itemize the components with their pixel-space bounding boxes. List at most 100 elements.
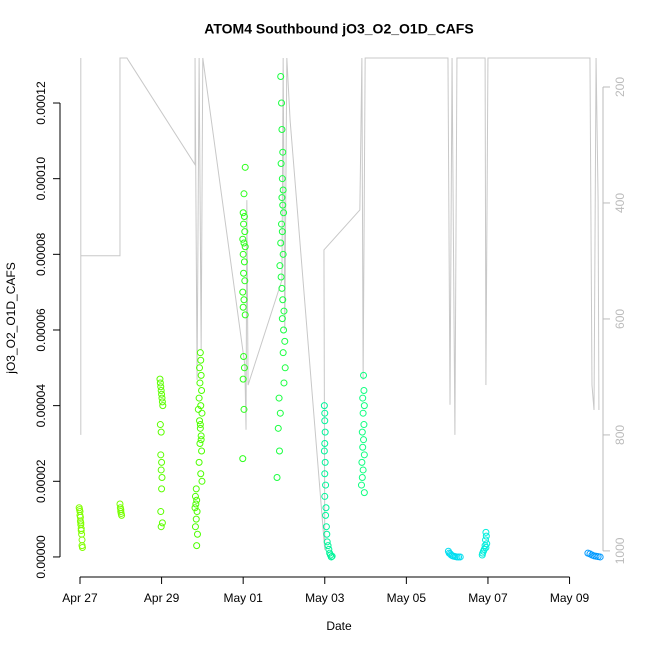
y-axis-label: jO3_O2_O1D_CAFS [4,262,18,374]
data-point [358,474,366,482]
data-point [239,455,247,463]
data-point [321,417,329,425]
chart-title: ATOM4 Southbound jO3_O2_O1D_CAFS [204,21,473,37]
data-point [198,387,206,395]
data-point [157,428,165,436]
data-point [118,511,126,519]
data-point [241,163,249,171]
data-point [280,307,288,315]
data-point [156,375,164,383]
data-point [78,543,86,551]
data-point [156,379,164,387]
data-point [281,337,289,345]
data-point [321,458,329,466]
data-point [322,504,330,512]
data-point [482,532,490,540]
data-point [239,250,247,258]
y-tick-label: 0.00010 [34,157,48,201]
data-point [239,375,247,383]
x-tick-label: May 09 [550,591,590,605]
y2-tick-label: 200 [613,77,627,97]
data-point [240,296,248,304]
data-point [321,492,329,500]
data-point [240,405,248,413]
data-point [279,296,287,304]
data-point [239,235,247,243]
data-point [275,447,283,455]
data-point [191,523,199,531]
data-point [240,364,248,372]
data-point [158,485,166,493]
data-point [277,239,285,247]
data-point [192,485,200,493]
data-point [158,394,166,402]
data-point [241,243,249,251]
data-point [274,424,282,432]
data-point [239,288,247,296]
data-point [596,553,604,561]
x-axis-label: Date [326,619,352,633]
data-point [359,394,367,402]
data-point [320,402,328,410]
data-point [360,402,368,410]
data-point [191,492,199,500]
data-point [279,186,287,194]
data-point [322,523,330,531]
x-tick-label: May 03 [305,591,345,605]
data-point [359,409,367,417]
data-point [197,371,205,379]
data-point [321,470,329,478]
data-point [198,477,206,485]
x-tick-label: Apr 27 [62,591,98,605]
data-point [196,439,204,447]
data-point [195,394,203,402]
data-point [278,284,286,292]
data-point [482,528,490,536]
data-point [158,398,166,406]
data-point [321,428,329,436]
data-point [241,311,249,319]
data-point [158,474,166,482]
data-point [276,262,284,270]
data-point [279,349,287,357]
data-point [193,530,201,538]
data-point [240,258,248,266]
data-point [198,409,206,417]
data-point [196,421,204,429]
data-point [324,542,332,550]
y-tick-label: 0.00004 [34,384,48,428]
data-point [197,470,205,478]
data-point [360,371,368,379]
data-point [358,428,366,436]
y-tick-label: 0.00000 [34,535,48,579]
data-point [357,481,365,489]
data-point [281,364,289,372]
data-point [193,508,201,516]
data-point [191,504,199,512]
data-point [359,443,367,451]
data-point [273,474,281,482]
data-point [240,220,248,228]
data-point [196,417,204,425]
x-tick-label: May 01 [223,591,263,605]
data-point [456,553,464,561]
x-tick-label: Apr 29 [144,591,180,605]
data-point [157,383,165,391]
data-point [322,511,330,519]
data-point [483,540,491,548]
data-point [197,432,205,440]
data-point [156,421,164,429]
data-point [158,390,166,398]
data-point [194,405,202,413]
data-point [360,421,368,429]
data-point [278,220,286,228]
data-point [328,552,336,560]
data-point [157,466,165,474]
data-point [359,466,367,474]
x-tick-label: May 05 [387,591,427,605]
x-tick-label: May 07 [468,591,508,605]
data-point [196,379,204,387]
y2-tick-label: 400 [613,193,627,213]
data-point [193,496,201,504]
